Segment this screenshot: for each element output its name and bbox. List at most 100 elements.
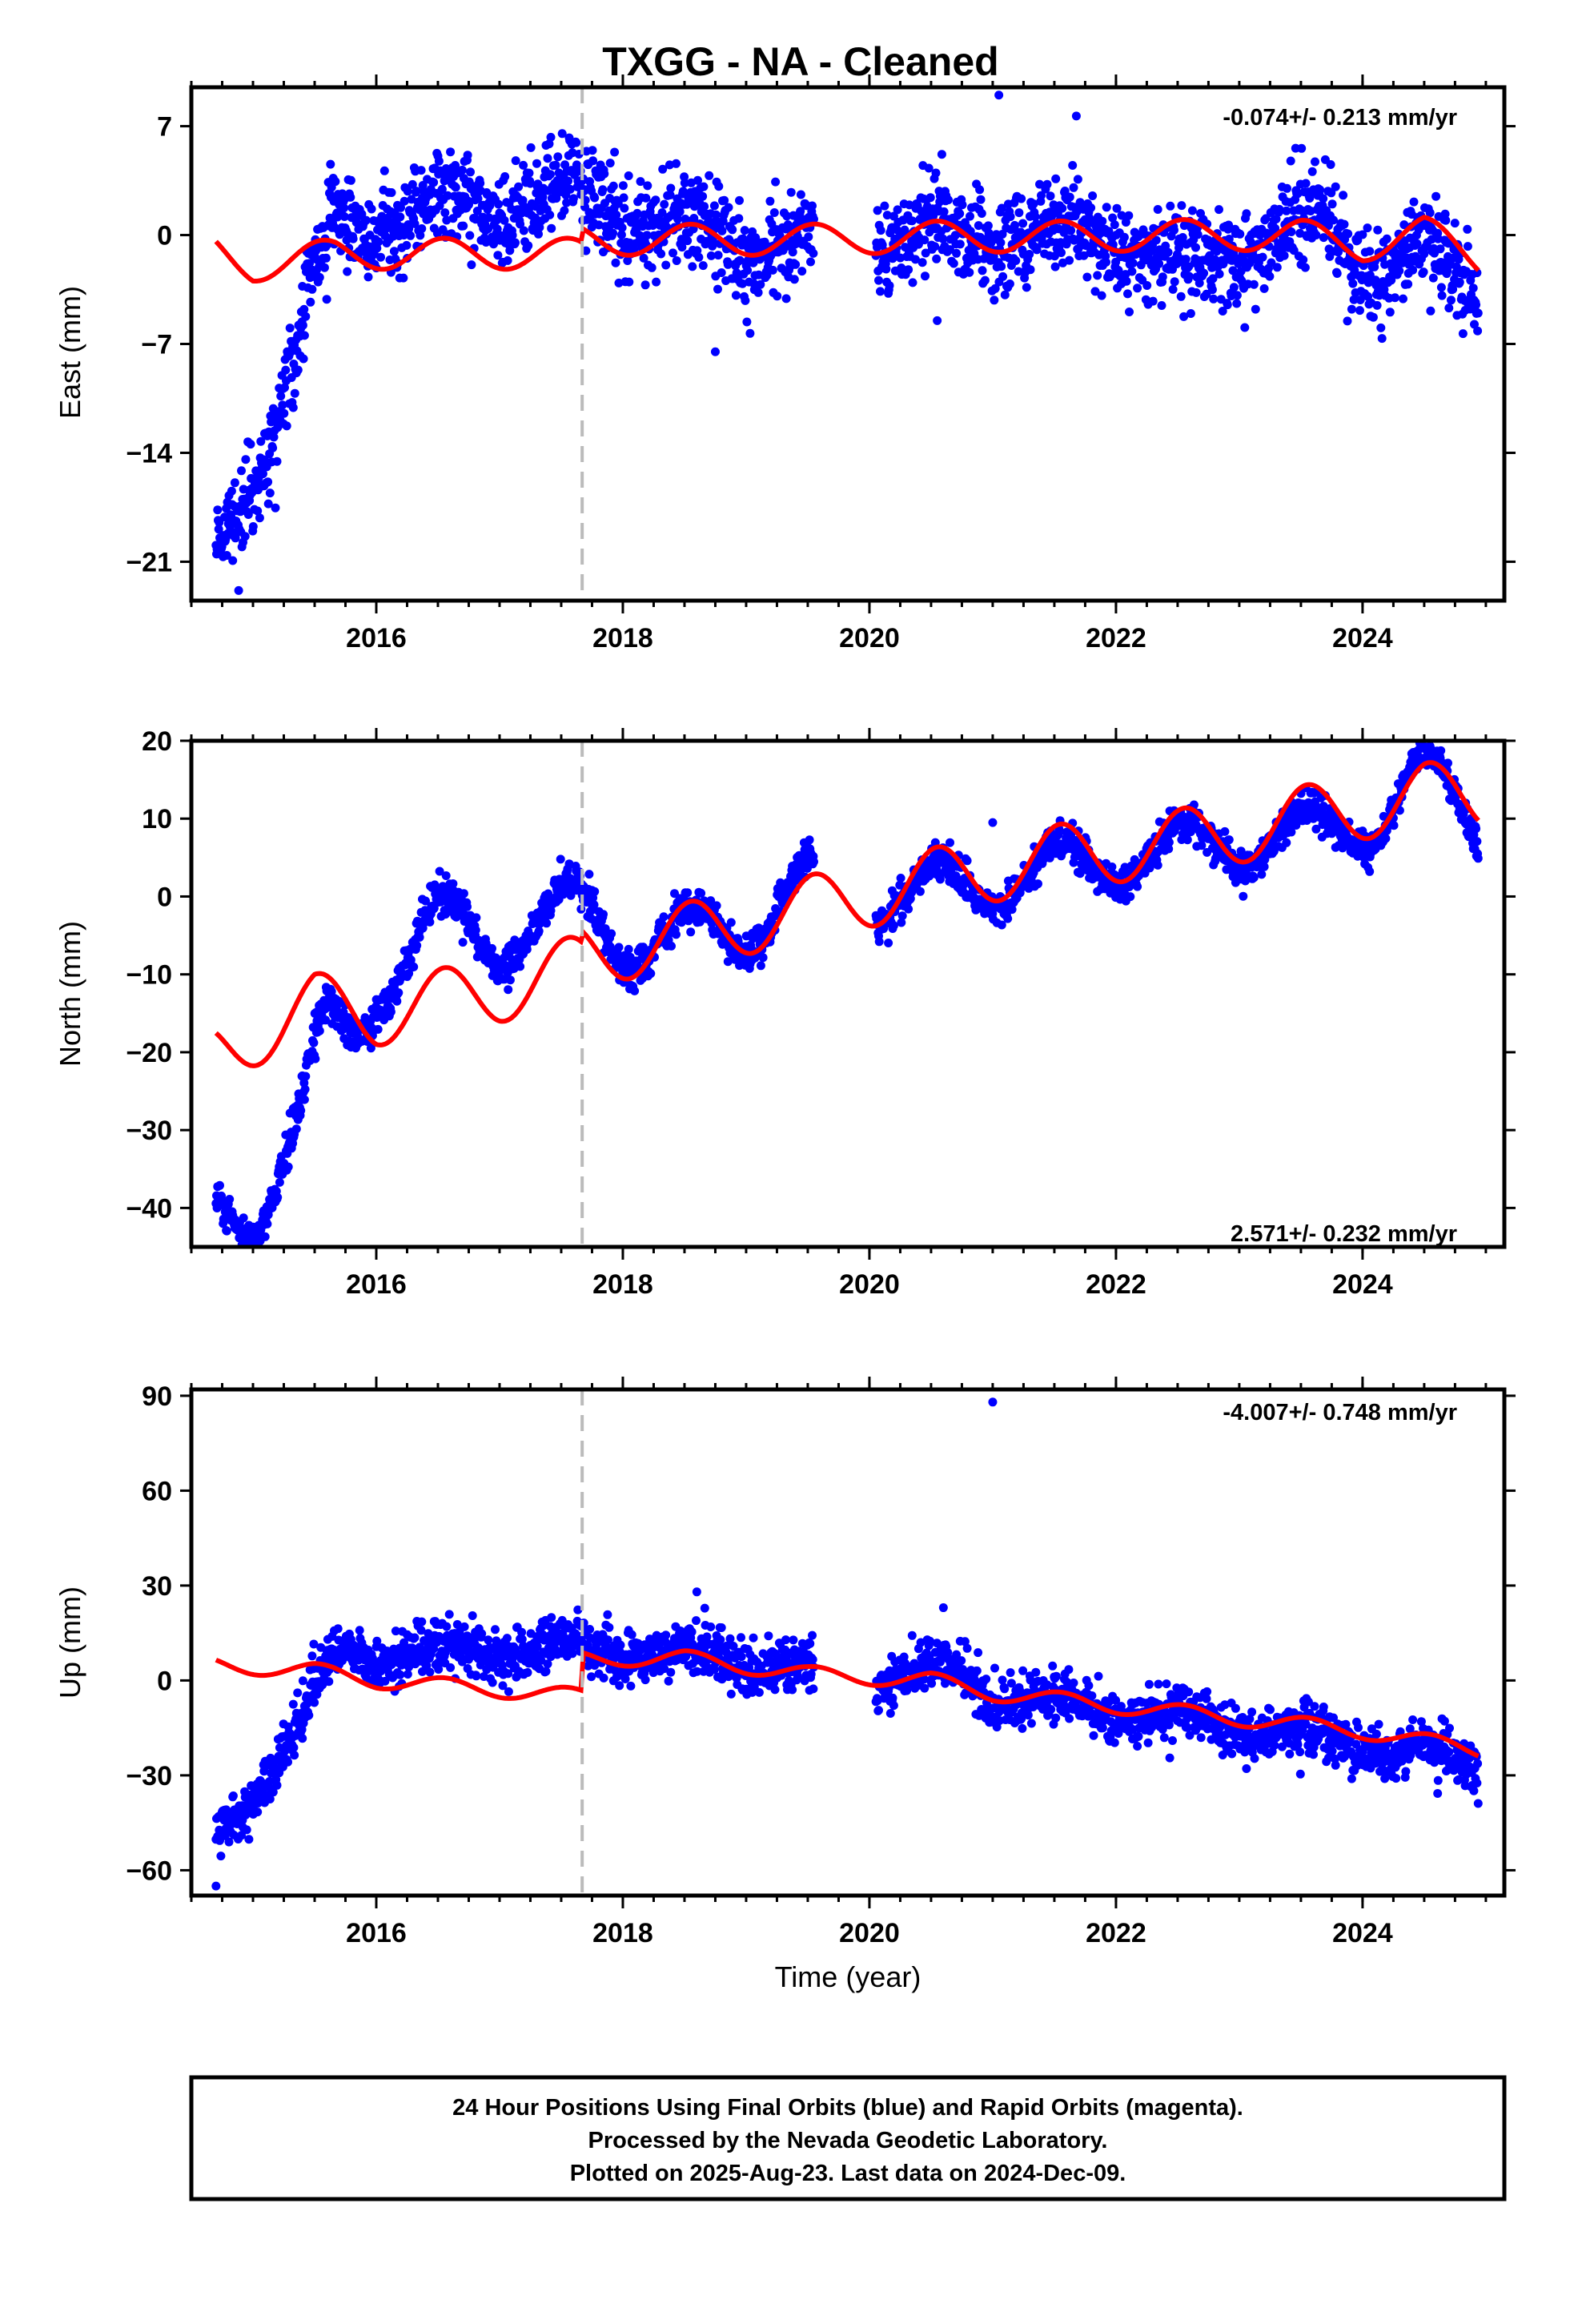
north-point [683, 888, 693, 898]
east-point [1158, 272, 1167, 282]
east-point [666, 183, 676, 193]
east-point [598, 185, 608, 195]
east-point [1279, 251, 1289, 260]
east-point [740, 226, 749, 235]
east-point [519, 160, 528, 170]
east-point [255, 513, 264, 523]
north-point [1220, 826, 1230, 836]
east-point [399, 273, 408, 283]
north-point [1257, 870, 1267, 879]
east-point [253, 506, 263, 516]
east-point [1184, 271, 1194, 281]
east-point [760, 237, 769, 247]
east-point [1058, 203, 1067, 213]
north-point [327, 987, 336, 996]
east-point [471, 215, 480, 224]
east-point [632, 208, 642, 218]
north-point [366, 1043, 375, 1053]
east-point [1050, 251, 1059, 261]
east-point [1305, 194, 1315, 203]
east-point [557, 129, 567, 139]
east-point [1128, 259, 1138, 267]
east-point [613, 199, 623, 208]
east-point [1193, 230, 1203, 239]
east-point [661, 260, 671, 270]
north-point [409, 962, 419, 971]
east-point [376, 252, 385, 262]
up-point [333, 1624, 343, 1634]
east-point [508, 231, 517, 240]
east-point [1218, 307, 1227, 316]
east-point [545, 170, 555, 179]
east-point [1287, 227, 1296, 236]
east-point [897, 263, 906, 272]
east-point [1473, 308, 1483, 318]
east-point [885, 281, 894, 291]
east-point [1403, 279, 1413, 289]
east-point [809, 215, 818, 224]
east-point [1125, 308, 1134, 316]
east-point [917, 258, 927, 267]
east-point [1065, 255, 1074, 265]
east-point [1142, 281, 1152, 290]
north-point [255, 1248, 264, 1256]
east-point [1181, 255, 1191, 264]
east-point [1117, 211, 1126, 220]
east-point [268, 443, 278, 452]
north-y-tick-label: −40 [126, 1193, 172, 1224]
east-point [1311, 157, 1319, 167]
east-point [706, 251, 716, 260]
north-point [630, 986, 640, 995]
east-point [708, 236, 717, 245]
east-point [553, 152, 563, 162]
east-point [516, 219, 525, 229]
north-y-tick-label: −10 [126, 960, 172, 991]
east-point [965, 267, 974, 277]
north-point [904, 904, 913, 914]
east-point [741, 296, 750, 305]
east-point [532, 159, 541, 168]
east-point [248, 522, 258, 531]
east-point [672, 256, 681, 265]
north-point [556, 854, 565, 864]
east-point [265, 489, 275, 498]
north-point [896, 874, 905, 883]
up-point [298, 1734, 307, 1743]
east-point [374, 237, 383, 247]
north-point [1133, 882, 1142, 891]
east-point [1014, 208, 1024, 218]
east-point [1224, 220, 1234, 230]
east-point [1347, 304, 1356, 314]
east-outlier-point [710, 347, 720, 356]
east-point [905, 200, 914, 210]
east-point [742, 317, 752, 327]
east-point [617, 223, 627, 232]
east-point [612, 210, 621, 219]
east-point [1168, 284, 1178, 294]
north-point [311, 1054, 320, 1063]
east-model-group [214, 215, 1480, 283]
north-point [584, 870, 594, 879]
east-point [279, 408, 289, 418]
east-point [651, 195, 661, 205]
east-x-tick-label: 2022 [1086, 623, 1146, 653]
north-point [712, 901, 721, 911]
east-point [1195, 279, 1204, 287]
up-point [293, 1688, 303, 1698]
east-point [343, 267, 352, 276]
east-point [1390, 293, 1399, 303]
east-point [605, 159, 615, 168]
east-point [1428, 273, 1438, 283]
north-point [225, 1195, 235, 1204]
east-point [1073, 175, 1082, 184]
east-point [1327, 199, 1337, 209]
north-point [646, 969, 656, 979]
east-point [958, 200, 967, 210]
east-point [335, 230, 344, 239]
east-point [1240, 323, 1250, 332]
east-point [299, 304, 309, 314]
north-point [275, 1177, 284, 1187]
east-point [1151, 235, 1161, 245]
east-point [1229, 283, 1239, 292]
